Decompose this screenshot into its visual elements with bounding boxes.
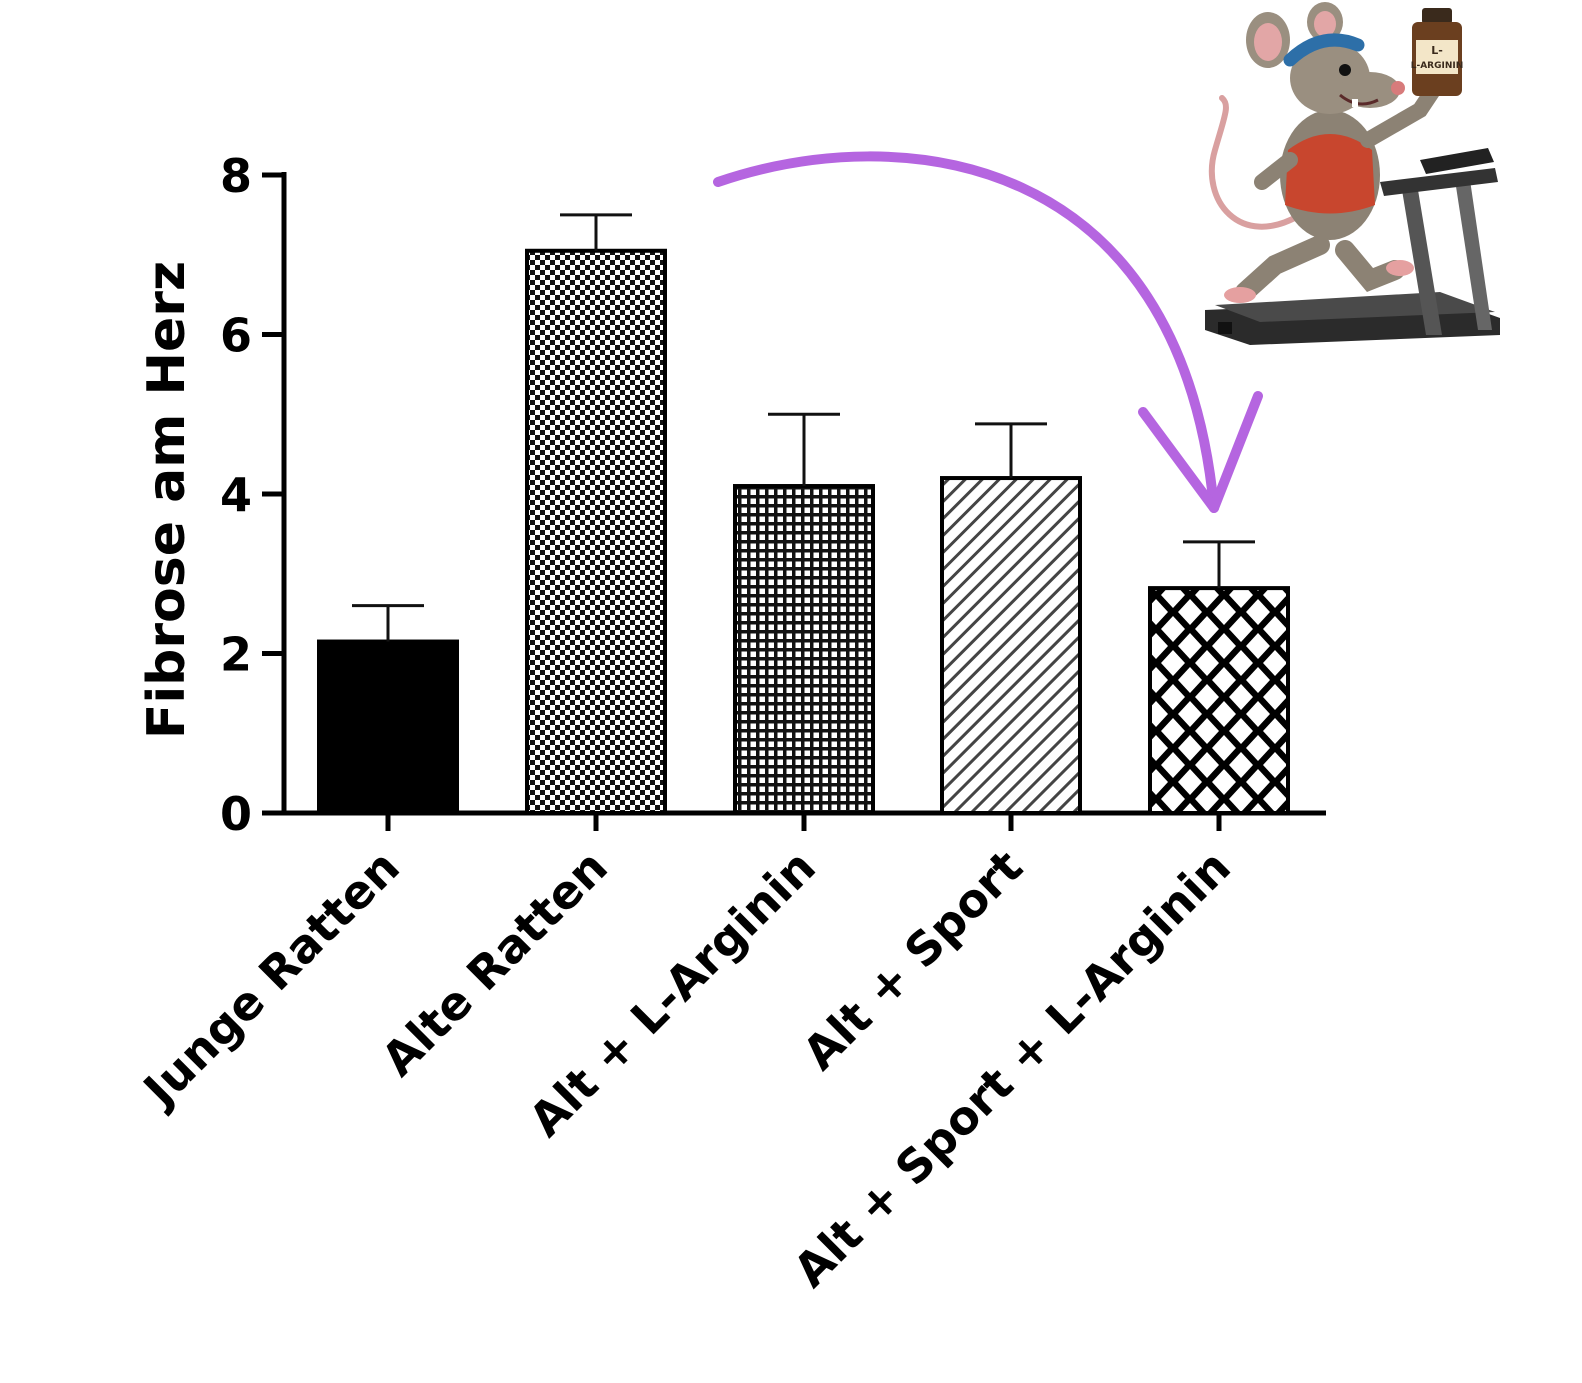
arrow-shaft bbox=[713, 151, 1219, 513]
svg-text:L-: L- bbox=[1431, 44, 1443, 57]
bar bbox=[525, 248, 667, 815]
annotation-arrow bbox=[713, 151, 1263, 513]
x-ticks bbox=[385, 813, 1222, 831]
y-tick-label: 4 bbox=[220, 468, 252, 522]
supplement-bottle-icon: L- L-ARGININ bbox=[1411, 8, 1464, 96]
bottle-label: L-ARGININ bbox=[1411, 61, 1464, 71]
bars bbox=[317, 248, 1290, 815]
x-tick-label: Junge Ratten bbox=[131, 840, 410, 1119]
treadmill-icon bbox=[1205, 148, 1500, 345]
x-tick-label: Alt + Sport + L-Arginin bbox=[783, 840, 1241, 1298]
x-tick-label: Alt + Sport bbox=[792, 840, 1033, 1081]
bar bbox=[1148, 586, 1290, 815]
y-tick-label: 2 bbox=[220, 628, 252, 682]
y-ticks: 0 2 4 6 8 bbox=[220, 149, 284, 841]
rat-on-treadmill-icon: L- L-ARGININ bbox=[1205, 2, 1500, 345]
bar bbox=[733, 484, 875, 815]
y-tick-label: 8 bbox=[220, 149, 252, 203]
y-tick-label: 6 bbox=[220, 309, 252, 363]
arrow-head bbox=[1138, 391, 1263, 513]
bar bbox=[940, 476, 1082, 815]
bar bbox=[317, 639, 459, 815]
error-bars bbox=[352, 213, 1255, 642]
y-axis-label: Fibrose am Herz bbox=[137, 261, 197, 739]
y-tick-label: 0 bbox=[220, 787, 252, 841]
